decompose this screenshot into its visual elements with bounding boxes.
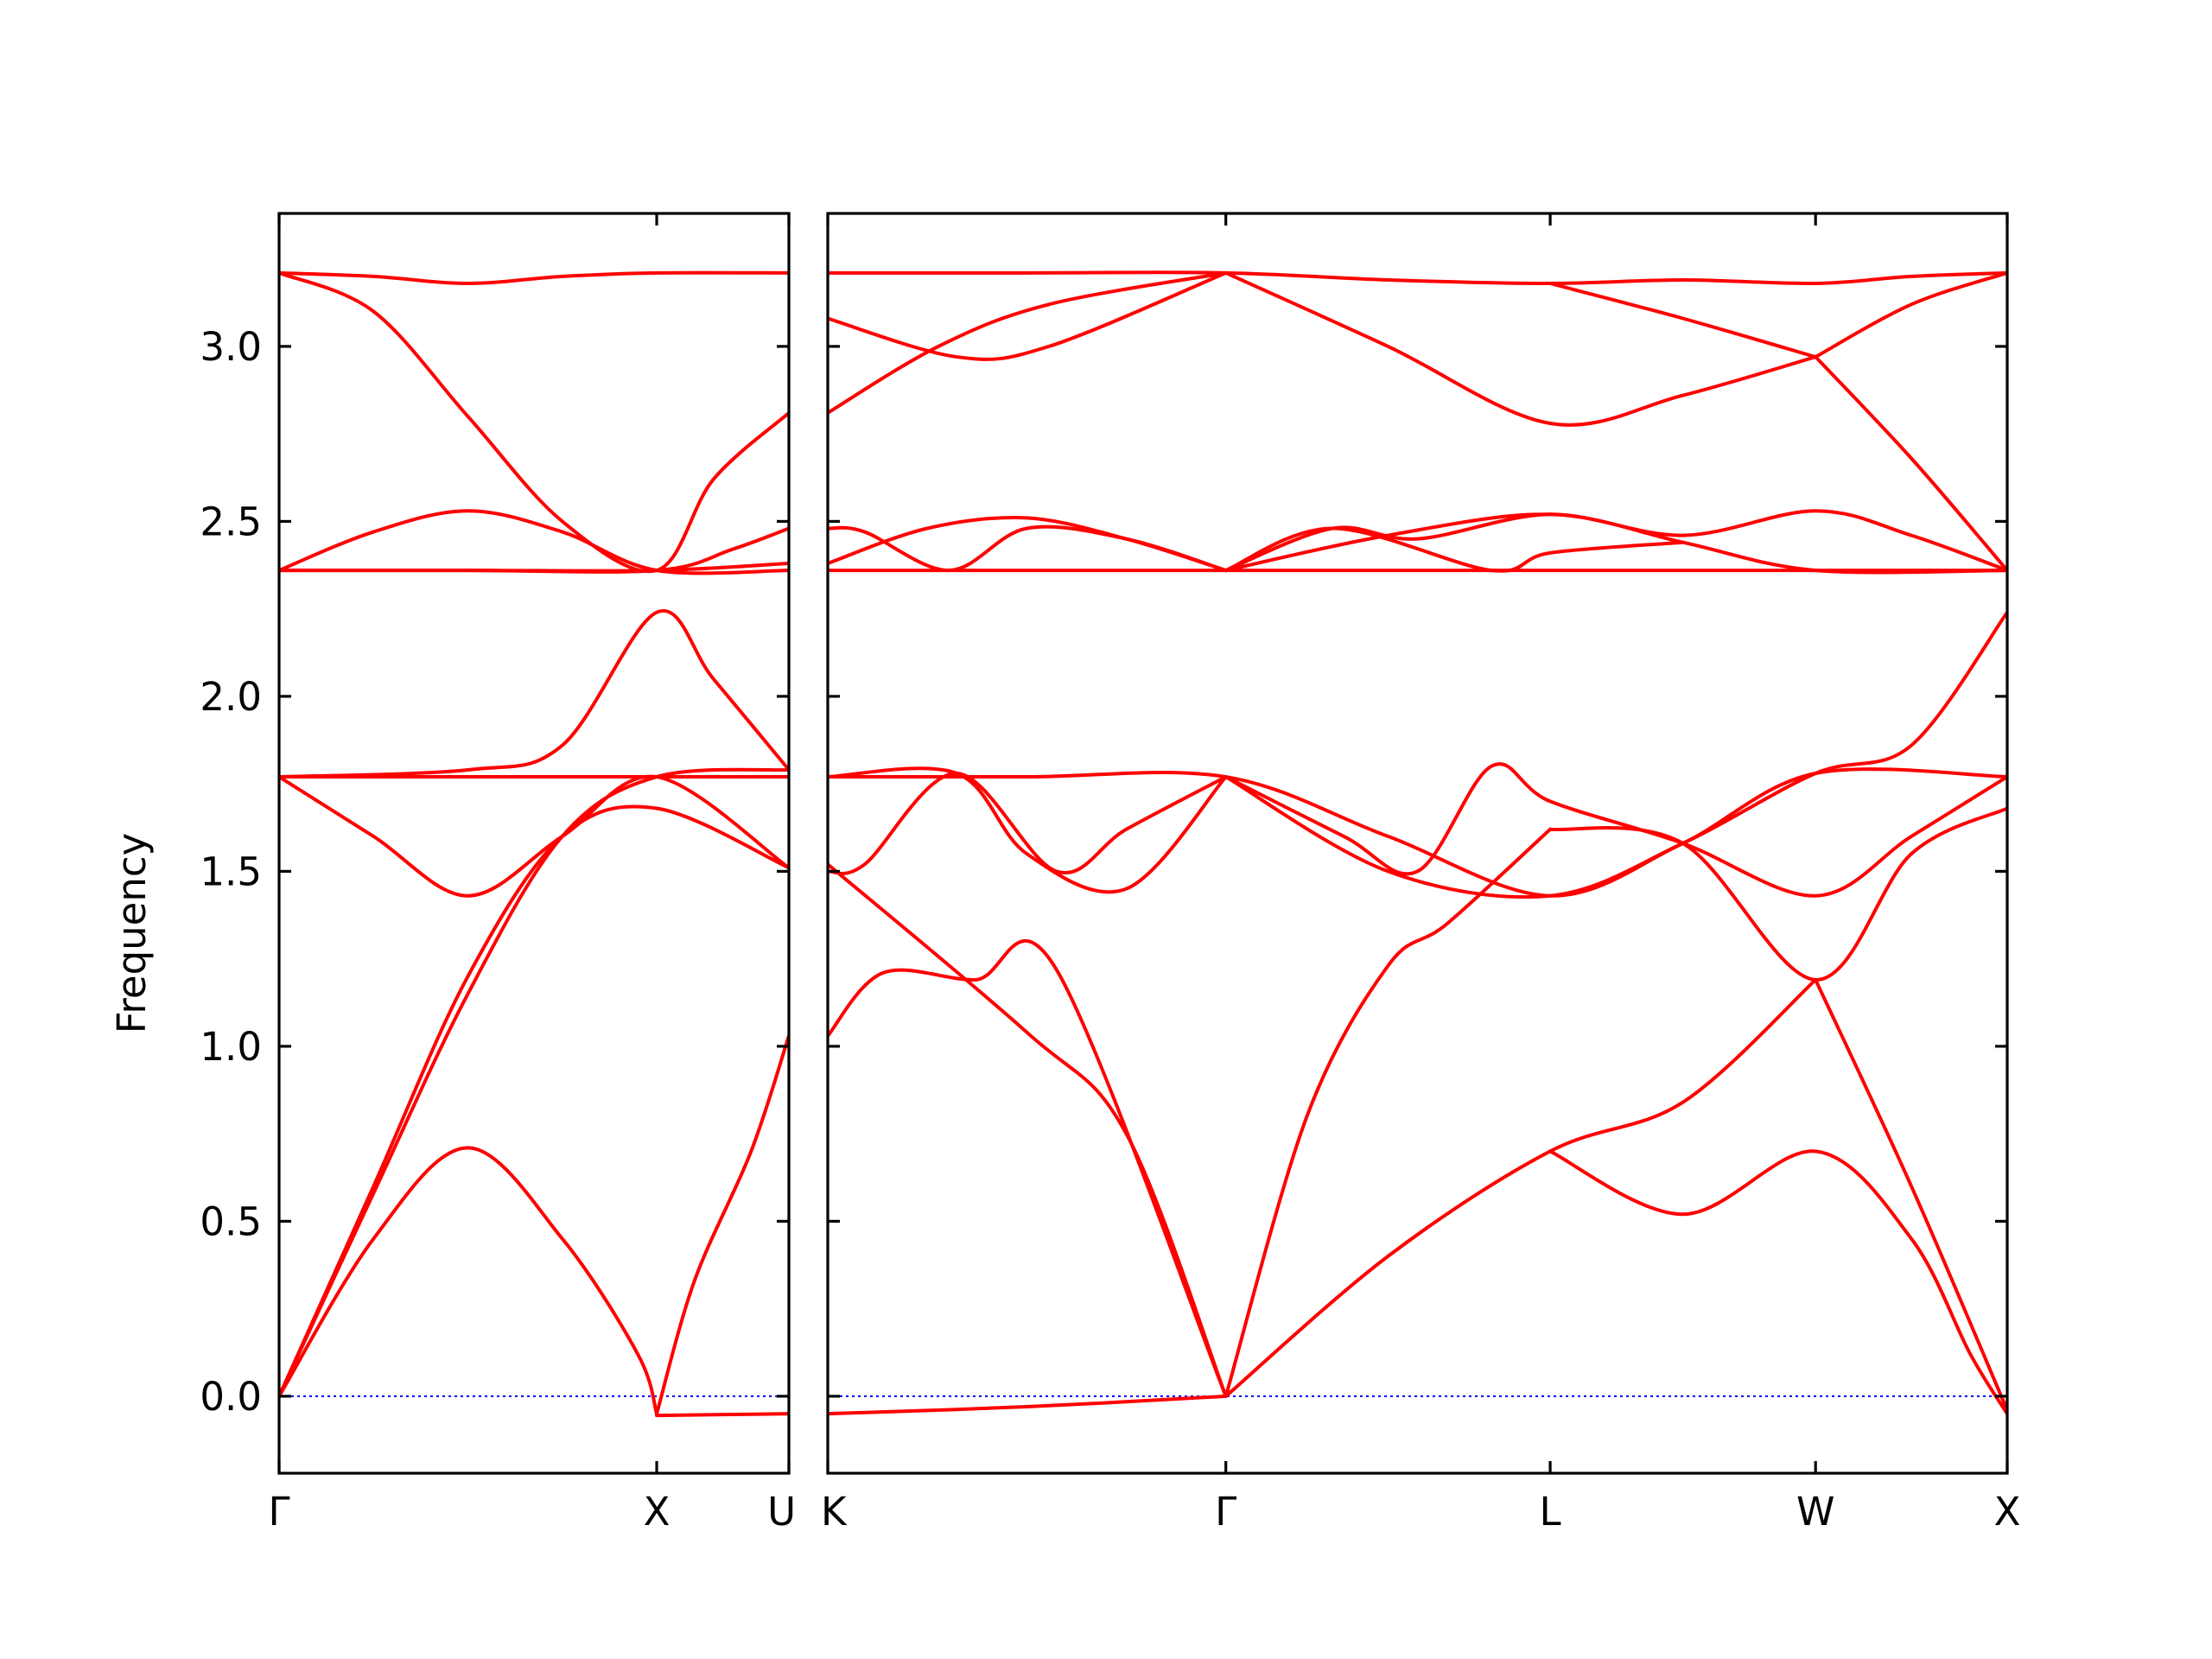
y-tick-label: 1.0 <box>200 1024 262 1070</box>
band-line <box>279 774 789 898</box>
panel-frame <box>826 212 2009 1475</box>
band-line <box>828 270 1228 361</box>
band-line <box>1224 509 2007 573</box>
band-line <box>279 270 789 285</box>
band-line <box>828 939 1228 1398</box>
band-line <box>828 270 2007 286</box>
band-line <box>1224 512 2007 575</box>
band-line <box>1814 270 2007 359</box>
y-tick-label: 0.5 <box>200 1198 262 1244</box>
plot-panels: 0.0 0.5 1.0 1.5 2.0 2.5 3.0 Γ X U K Γ L W X <box>200 212 2021 1535</box>
band-line <box>1814 977 2007 1413</box>
panel-1: 0.0 0.5 1.0 1.5 2.0 2.5 3.0 Γ X U <box>200 212 796 1535</box>
band-line <box>655 1412 789 1418</box>
y-tick-label: 0.0 <box>200 1374 262 1420</box>
band-line <box>1224 526 1685 573</box>
band-line <box>1224 270 1818 427</box>
y-tick-label: 2.0 <box>200 674 262 720</box>
band-line <box>828 1394 1228 1416</box>
band-line <box>828 767 2007 898</box>
band-line <box>828 766 1228 894</box>
band-line <box>279 767 789 1398</box>
band-line <box>655 1033 789 1416</box>
band-line <box>1814 355 2007 573</box>
x-tick-label: L <box>1540 1489 1561 1535</box>
band-line <box>279 608 789 779</box>
band-line <box>828 515 1228 573</box>
y-tick-label: 2.5 <box>200 499 262 544</box>
y-axis-label: Frequency <box>109 833 155 1033</box>
band-line <box>279 270 789 574</box>
band-line <box>279 526 789 574</box>
y-tick-label: 3.0 <box>200 324 262 370</box>
x-tick-label: K <box>821 1489 848 1535</box>
bands <box>279 270 789 1418</box>
band-line <box>1548 806 2007 982</box>
band-line <box>279 804 789 1398</box>
band-line <box>1548 282 1818 359</box>
band-line <box>828 270 1228 415</box>
band-line <box>1224 762 2007 898</box>
band-line <box>828 524 1228 573</box>
x-tick-label: W <box>1796 1489 1835 1535</box>
band-line <box>1224 827 1553 1398</box>
band-line <box>828 862 1228 1398</box>
band-line <box>279 1146 659 1416</box>
x-tick-label: X <box>1994 1489 2021 1535</box>
band-line <box>1224 977 1818 1398</box>
band-line <box>279 509 789 575</box>
x-tick-label: X <box>644 1489 671 1535</box>
band-line <box>1548 1149 2007 1416</box>
x-tick-label: Γ <box>268 1489 289 1535</box>
x-tick-label: Γ <box>1215 1489 1236 1535</box>
panel-frame <box>277 212 791 1475</box>
band-line <box>828 771 1228 875</box>
bands <box>828 270 2007 1416</box>
y-tick-label: 1.5 <box>200 849 262 894</box>
x-tick-label: U <box>767 1489 796 1535</box>
